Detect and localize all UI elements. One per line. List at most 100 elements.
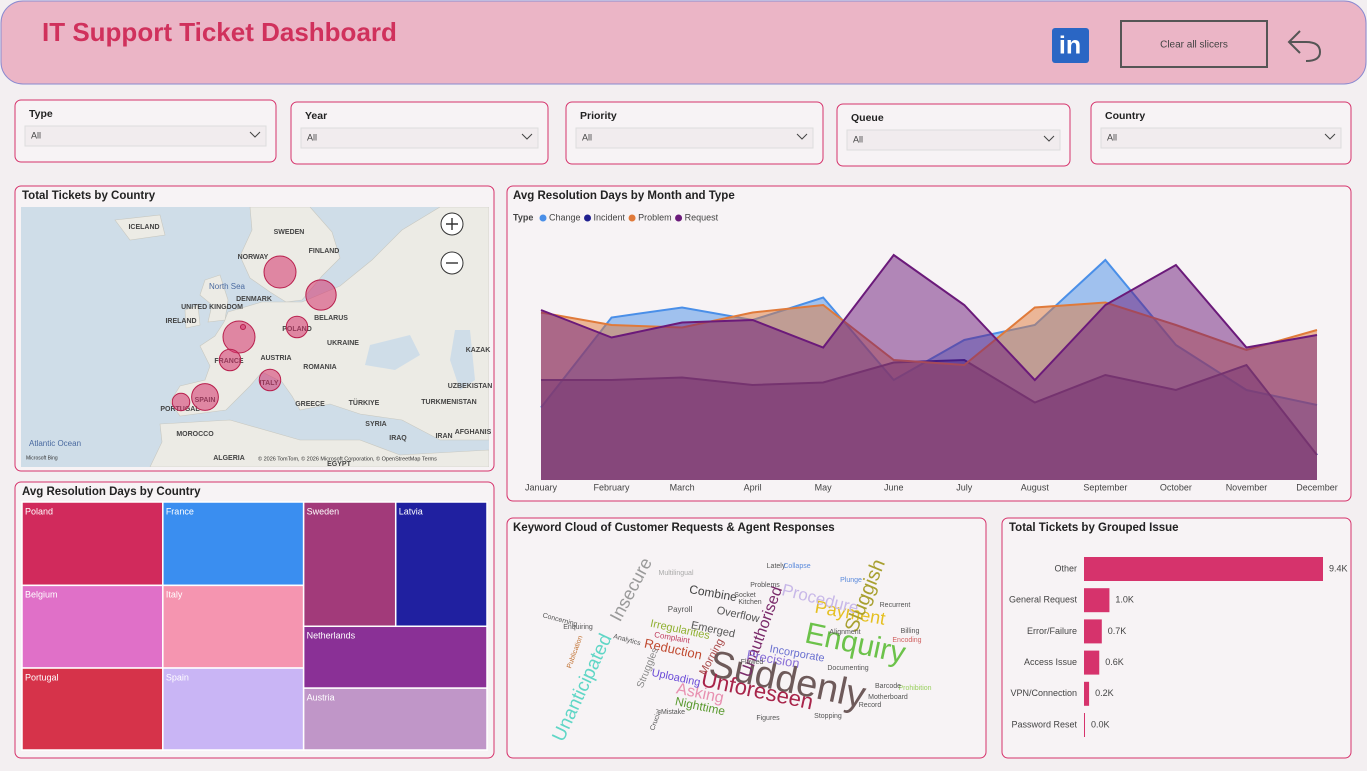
line bbox=[540, 253, 1318, 382]
bar[interactable] bbox=[1084, 588, 1110, 613]
clear-button[interactable] bbox=[1120, 20, 1268, 68]
slicer-label: Year bbox=[305, 110, 327, 122]
land bbox=[169, 207, 489, 441]
map-label: AUSTRIA bbox=[260, 355, 291, 362]
map-bubble[interactable] bbox=[258, 368, 282, 392]
legend-label: Incident bbox=[594, 212, 626, 222]
word: Barcode bbox=[875, 683, 901, 690]
bar-title: Total Tickets by Grouped Issue bbox=[1009, 522, 1179, 534]
clear-button-label[interactable]: Clear all slicers bbox=[1160, 40, 1228, 51]
x-tick-label: April bbox=[744, 482, 762, 492]
slicer-value: All bbox=[853, 134, 863, 144]
word: Plunge bbox=[840, 577, 862, 584]
legend-dot bbox=[675, 214, 683, 222]
slicer-dropdown[interactable] bbox=[24, 125, 267, 147]
map-label: ALGERIA bbox=[213, 455, 245, 462]
slicer-dropdown[interactable] bbox=[1100, 127, 1342, 149]
chevron bbox=[1043, 135, 1055, 142]
map-bubble[interactable] bbox=[191, 383, 219, 411]
zoom-in-icon[interactable] bbox=[446, 218, 458, 230]
map-bubble[interactable] bbox=[239, 323, 247, 331]
back-icon[interactable] bbox=[1287, 30, 1322, 62]
map-bubble[interactable] bbox=[263, 255, 297, 289]
slicer-label: Priority bbox=[580, 110, 617, 122]
treemap-cell[interactable] bbox=[162, 501, 305, 587]
bar-category: Error/Failure bbox=[1027, 626, 1077, 636]
map-base bbox=[21, 207, 489, 467]
treemap-cell[interactable] bbox=[162, 667, 305, 751]
zoom-controls[interactable] bbox=[440, 212, 464, 275]
bar-value-label: 0.7K bbox=[1108, 626, 1127, 636]
map-bubble[interactable] bbox=[222, 320, 256, 354]
legend-dot bbox=[584, 214, 592, 222]
treemap-label: Spain bbox=[166, 672, 189, 682]
treemap-cell[interactable] bbox=[394, 501, 488, 628]
bar[interactable] bbox=[1084, 650, 1100, 675]
map-bubble[interactable] bbox=[305, 279, 337, 311]
treemap-cell[interactable] bbox=[21, 584, 164, 669]
map-bubble[interactable] bbox=[171, 392, 191, 412]
word: Encoding bbox=[892, 637, 921, 644]
slicer-dropdown[interactable] bbox=[300, 127, 539, 149]
word: Documenting bbox=[827, 665, 868, 672]
legend-label: Change bbox=[549, 212, 581, 222]
map-label: SWEDEN bbox=[274, 229, 305, 236]
treemap-cell[interactable] bbox=[302, 501, 397, 628]
chevron bbox=[1324, 133, 1336, 140]
word: Flawed bbox=[741, 659, 764, 666]
word: Kitchen bbox=[738, 599, 761, 606]
treemap-cell[interactable] bbox=[162, 584, 305, 669]
map-label: SYRIA bbox=[365, 421, 386, 428]
word: Socket bbox=[734, 592, 755, 599]
bar-value-label: 0.6K bbox=[1105, 657, 1124, 667]
slicer-value: All bbox=[307, 132, 317, 142]
bar[interactable] bbox=[1084, 619, 1102, 644]
map-bubble[interactable] bbox=[285, 315, 309, 339]
treemap-cell[interactable] bbox=[21, 667, 164, 751]
map-label: TÜRKIYE bbox=[349, 398, 380, 407]
slicer-dropdown[interactable] bbox=[575, 127, 814, 149]
map-logo: Microsoft Bing bbox=[26, 455, 58, 461]
word: Alignment bbox=[829, 629, 860, 636]
linkedin-icon[interactable] bbox=[1052, 28, 1089, 63]
word: Record bbox=[859, 702, 882, 709]
map-label: IRAQ bbox=[389, 435, 407, 442]
word: Payroll bbox=[668, 605, 693, 614]
legend-dot bbox=[628, 214, 636, 222]
treemap-cell[interactable] bbox=[302, 625, 488, 689]
black-sea bbox=[365, 335, 420, 370]
wordcloud-title: Keyword Cloud of Customer Requests & Age… bbox=[513, 522, 835, 534]
x-tick-label: November bbox=[1226, 482, 1268, 492]
map-label: MOROCCO bbox=[176, 431, 214, 438]
linkedin-text[interactable]: in bbox=[1059, 32, 1081, 60]
slicer-label: Country bbox=[1105, 110, 1145, 122]
map-label: ICELAND bbox=[128, 224, 159, 231]
header-bar bbox=[0, 0, 1367, 85]
slicer-label: Type bbox=[29, 108, 53, 120]
word: Mistake bbox=[661, 709, 685, 716]
map-label: BELARUS bbox=[314, 315, 348, 322]
treemap-cell[interactable] bbox=[302, 687, 488, 751]
treemap-label: Portugal bbox=[25, 672, 59, 682]
slicer-dropdown[interactable] bbox=[846, 129, 1061, 151]
map-label: NORWAY bbox=[238, 254, 269, 261]
dashboard-title: IT Support Ticket Dashboard bbox=[42, 17, 397, 47]
x-tick-label: March bbox=[670, 482, 695, 492]
word: Stopping bbox=[814, 713, 842, 720]
bar-value-label: 0.2K bbox=[1095, 688, 1114, 698]
land bbox=[199, 274, 229, 323]
treemap-label: Sweden bbox=[307, 506, 340, 516]
bar[interactable] bbox=[1084, 713, 1085, 737]
treemap-label: Austria bbox=[307, 693, 335, 703]
map-bubble[interactable] bbox=[218, 348, 242, 372]
x-tick-label: January bbox=[525, 482, 558, 492]
map-attribution: © 2026 TomTom, © 2026 Microsoft Corporat… bbox=[258, 455, 437, 462]
area bbox=[541, 255, 1317, 480]
map-label: FINLAND bbox=[309, 248, 340, 255]
bar[interactable] bbox=[1084, 681, 1090, 706]
map-title: Total Tickets by Country bbox=[22, 190, 156, 202]
x-tick-label: June bbox=[884, 482, 904, 492]
bar[interactable] bbox=[1084, 557, 1323, 581]
bar-category: VPN/Connection bbox=[1010, 688, 1077, 698]
